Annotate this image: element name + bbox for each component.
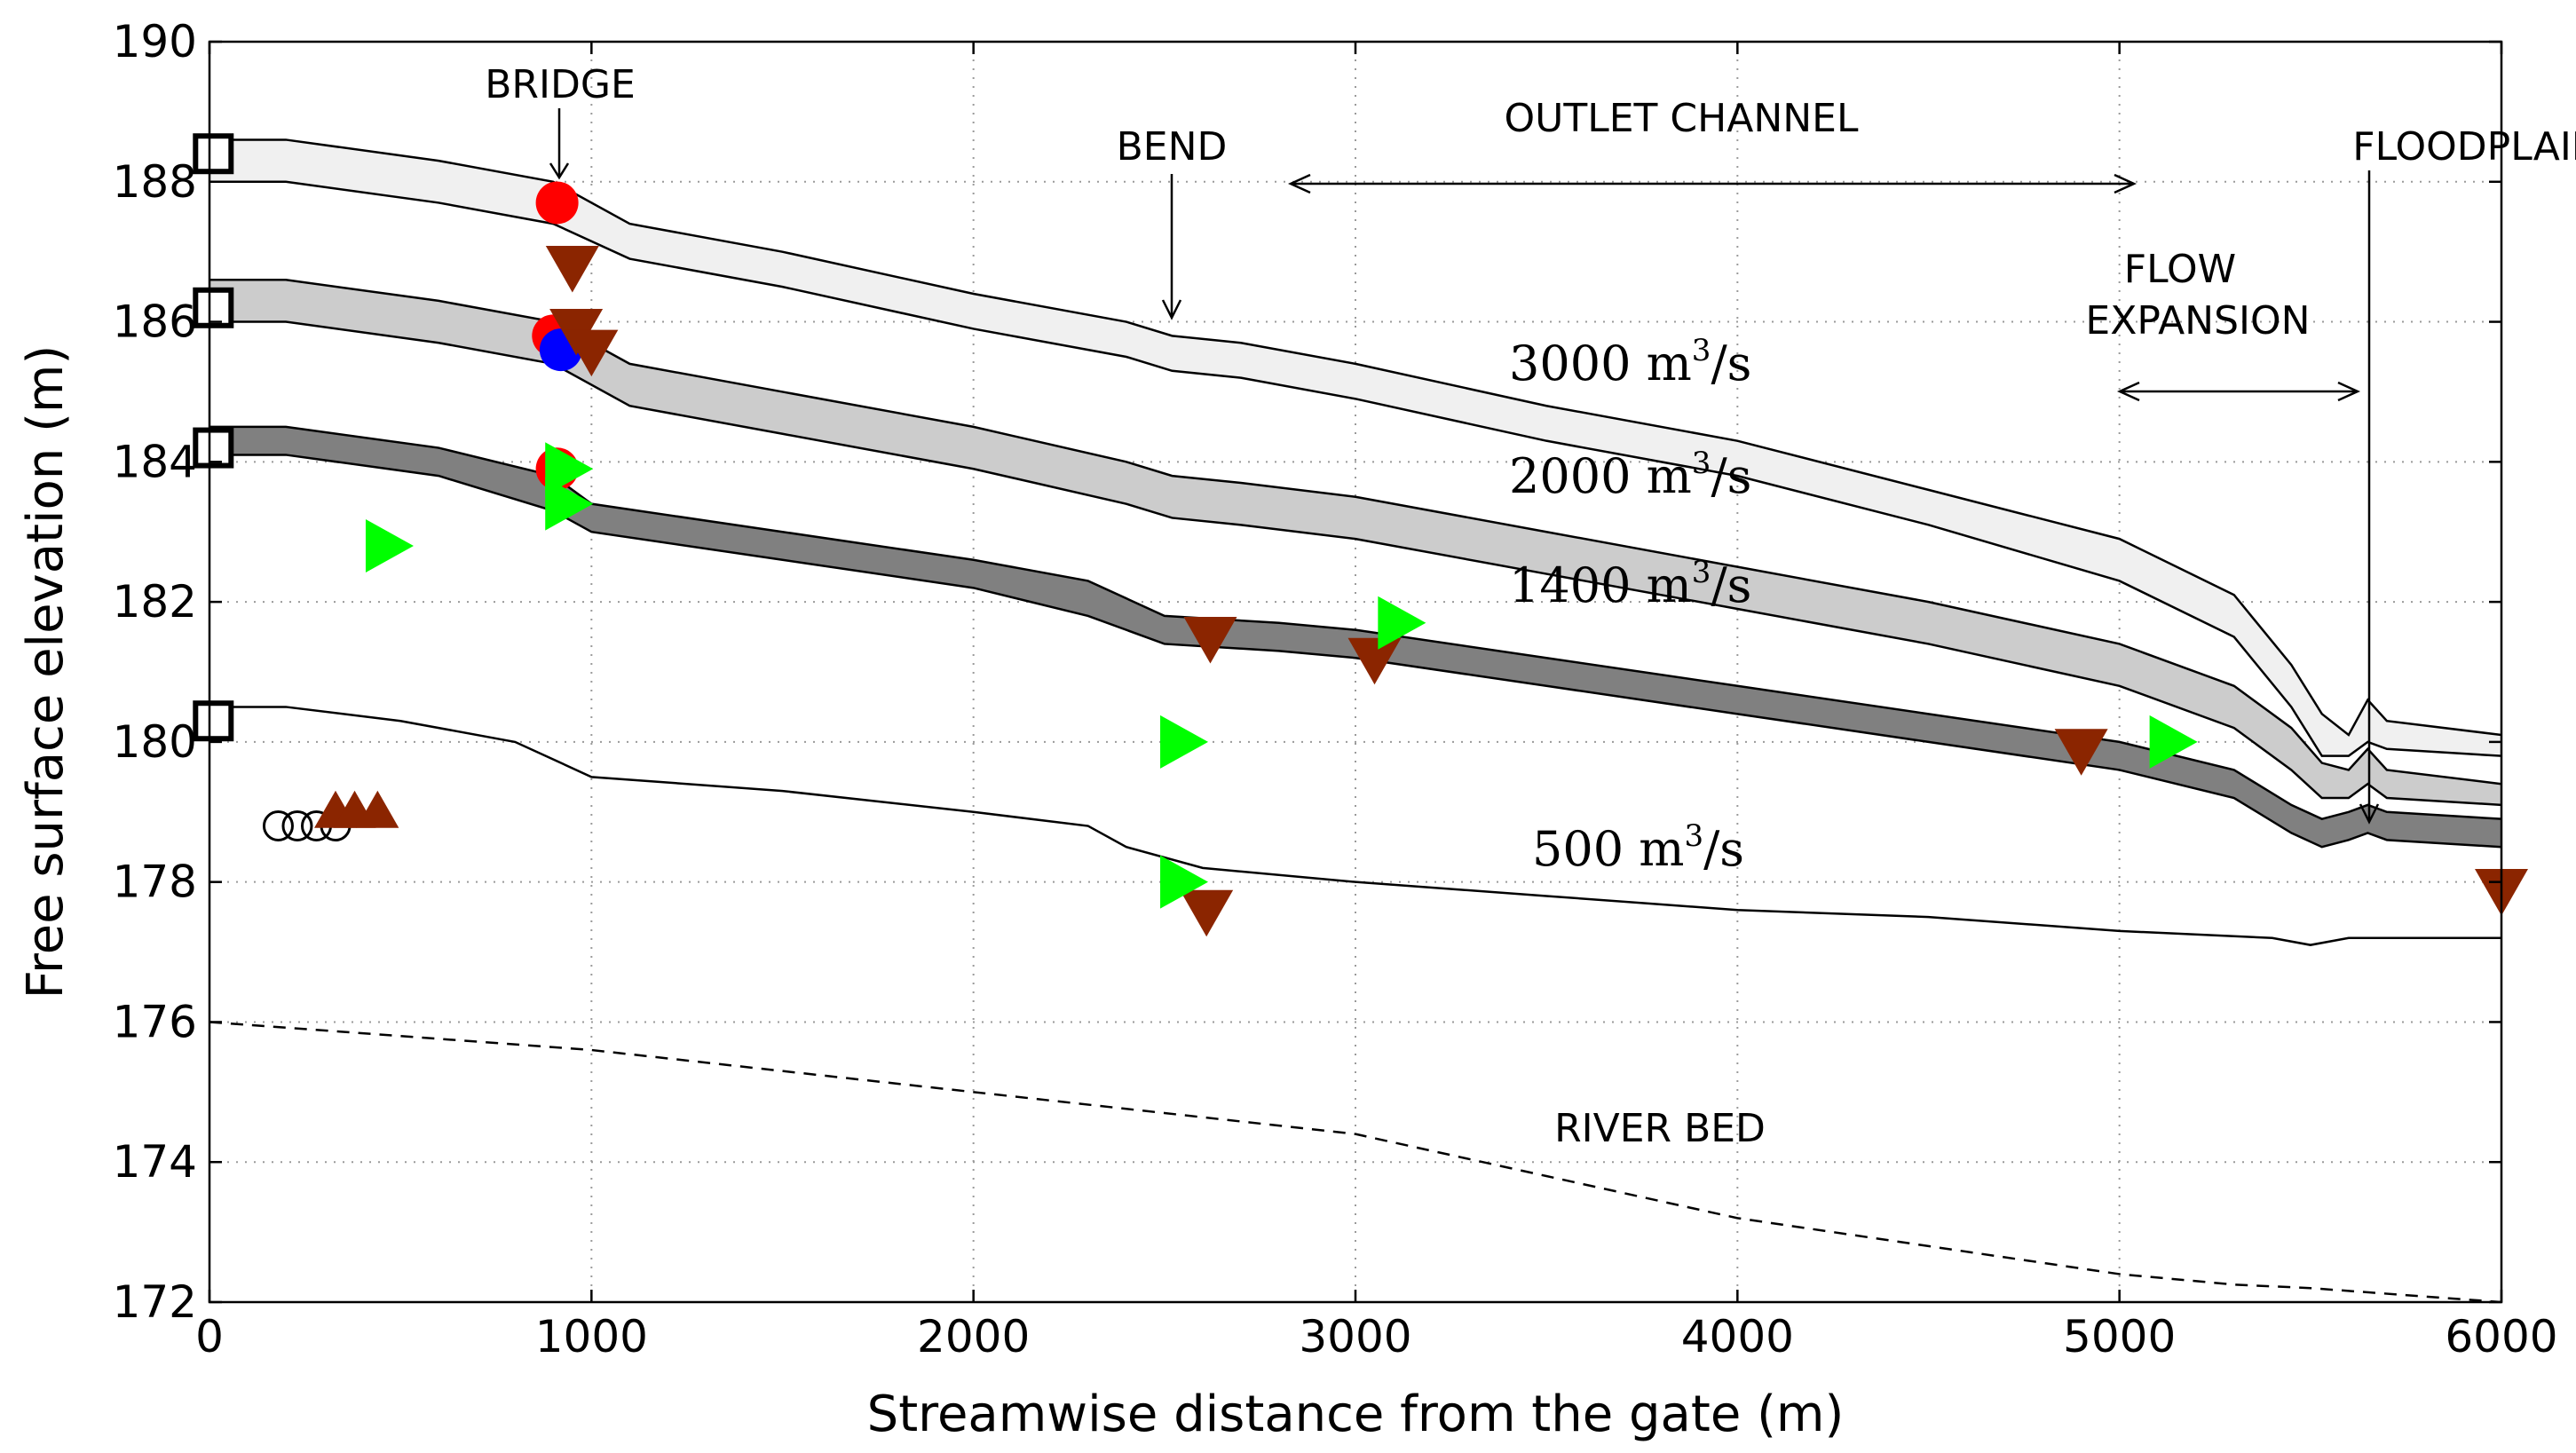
brown-triangle-up-marker [356,790,399,828]
bend-arrowhead [1161,299,1182,320]
flow-2000-sup: 3 [1692,446,1711,481]
outlet-arrowhead-left [1287,173,1311,194]
green-triangle-right-marker [365,519,414,573]
open-circle-marker [281,810,313,842]
flow-label-1400: 1400 m3/s [1509,555,1751,613]
y-tick-label: 174 [113,1136,197,1188]
green-triangle-right-marker [545,442,594,496]
y-tick-label: 172 [113,1276,197,1328]
expansion-label: EXPANSION [2085,298,2310,344]
band-upper-line-2 [209,425,2501,820]
flow-1400-num: 1400 m [1509,557,1692,613]
band-lower-line-1 [209,320,2501,807]
y-tick-label: 186 [113,296,197,348]
green-triangle-right-marker [1378,596,1426,650]
y-tick-label: 184 [113,436,197,487]
flow-2000-unit: /s [1711,448,1751,504]
y-tick-label: 180 [113,716,197,768]
flow-1400-sup: 3 [1692,555,1711,590]
brown-triangle-down-marker [1180,889,1234,937]
river-bed-line [209,1021,2501,1302]
outlet-channel-label: OUTLET CHANNEL [1505,96,1859,141]
red-circle-marker [535,181,579,225]
open-square-marker [193,287,234,328]
band-upper-line-0 [209,138,2501,737]
outlet-arrowhead-right [2114,173,2137,194]
bridge-label: BRIDGE [485,62,636,107]
y-tick-label: 190 [113,16,197,67]
tick-layer: 0 1000 2000 3000 4000 5000 6000 172 174 176 178 180… [113,16,2558,1362]
flow-label-500: 500 m3/s [1532,818,1744,877]
x-axis-label: Streamwise distance from the gate (m) [867,1386,1845,1443]
annotation-arrows [549,108,2380,825]
brown-triangle-down-marker [565,329,619,377]
marker-layer [193,133,2528,937]
band-fill-0 [209,139,2501,756]
expansion-arrowhead-right [2337,381,2361,402]
bridge-arrowhead [549,162,570,180]
y-axis-label: Free surface elevation (m) [17,345,75,999]
flow-label-2000: 2000 m3/s [1509,446,1751,504]
y-tick-label: 178 [113,857,197,908]
flow-3000-sup: 3 [1692,333,1711,368]
band-fill-1 [209,280,2501,805]
green-triangle-right-marker [1160,855,1209,909]
green-triangle-right-marker [1160,715,1209,769]
open-square-marker [193,700,234,742]
band-lower-line-2 [209,454,2501,849]
flow-500-unit: /s [1703,821,1744,877]
x-tick-label: 4000 [1681,1311,1794,1362]
y-tick-label: 188 [113,156,197,208]
flow-1400-unit: /s [1711,557,1751,613]
y-tick-label: 182 [113,576,197,628]
flow-500-line [209,706,2501,946]
river-bed-label: RIVER BED [1554,1106,1766,1151]
open-square-marker [193,427,234,469]
flow-label-3000: 3000 m3/s [1509,333,1751,391]
y-tick-label: 176 [113,996,197,1047]
open-circle-marker [262,810,294,842]
open-square-marker [193,133,234,175]
bend-label: BEND [1117,124,1228,170]
x-tick-label: 1000 [535,1311,648,1362]
flow-500-num: 500 m [1532,821,1684,877]
flow-3000-num: 3000 m [1509,336,1692,391]
x-tick-label: 2000 [917,1311,1030,1362]
flow-label: FLOW [2124,247,2236,292]
brown-triangle-down-marker [2054,729,2108,776]
green-triangle-right-marker [545,477,594,531]
expansion-arrowhead-left [2116,381,2140,402]
x-tick-label: 3000 [1299,1311,1411,1362]
line-layer [209,706,2501,1302]
brown-triangle-down-marker [545,245,599,293]
flow-2000-num: 2000 m [1509,448,1692,504]
brown-triangle-down-marker [1347,637,1402,685]
flow-500-sup: 3 [1684,818,1703,854]
brown-triangle-down-marker [1183,617,1237,664]
floodplain-label: FLOODPLAIN [2352,124,2576,170]
x-tick-label: 0 [195,1311,224,1362]
x-tick-label: 5000 [2063,1311,2176,1362]
x-tick-label: 6000 [2445,1311,2557,1362]
band-lower-line-0 [209,180,2501,757]
flow-3000-unit: /s [1711,336,1751,391]
green-triangle-right-marker [2149,715,2198,769]
floodplain-arrowhead [2359,803,2380,825]
